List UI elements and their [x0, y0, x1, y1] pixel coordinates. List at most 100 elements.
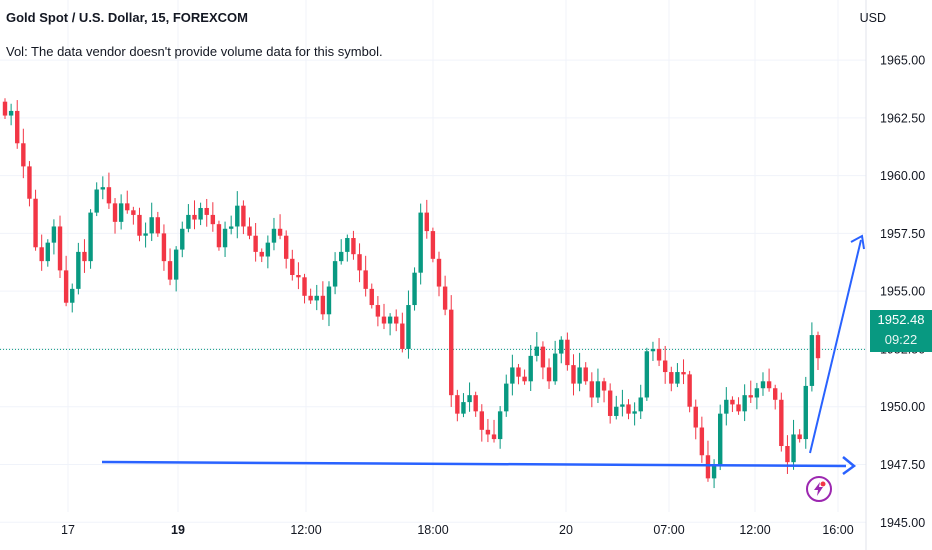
candle: [510, 354, 515, 396]
candle: [773, 384, 778, 410]
candle-body: [638, 397, 643, 412]
candle-body: [705, 455, 711, 479]
candle-body: [137, 214, 142, 236]
candle: [326, 281, 332, 327]
bar-countdown: 09:22: [884, 332, 918, 347]
candle: [241, 200, 246, 235]
candle-body: [308, 295, 313, 301]
projection-line[interactable]: [809, 239, 862, 454]
candle: [308, 288, 313, 304]
candle: [497, 406, 503, 449]
candle: [228, 215, 234, 235]
time-tick-label: 20: [559, 523, 573, 537]
candle: [180, 221, 185, 258]
candle-body: [198, 207, 203, 220]
candle: [583, 362, 588, 385]
candle: [711, 459, 717, 489]
candle: [424, 199, 429, 239]
candle-body: [88, 212, 93, 262]
candle-body: [754, 388, 760, 398]
candle: [748, 380, 753, 404]
price-axis[interactable]: 1965.00 1962.50 1960.00 1957.50 1955.00 1952.…: [880, 54, 925, 530]
candle: [15, 100, 20, 149]
candle: [57, 215, 63, 279]
candle-body: [809, 335, 815, 386]
candle: [705, 440, 711, 482]
candle-body: [39, 247, 44, 262]
candle: [400, 312, 405, 353]
candle: [632, 402, 637, 426]
candle-body: [345, 238, 350, 252]
support-line[interactable]: [101, 460, 847, 468]
candle: [33, 189, 38, 251]
candle: [601, 377, 607, 403]
candle: [21, 128, 26, 179]
support-line-arrowhead: [842, 456, 857, 476]
candle: [357, 243, 362, 283]
candle: [491, 419, 497, 443]
candle-body: [296, 275, 301, 278]
candle: [198, 202, 203, 226]
candle: [375, 296, 381, 327]
alert-badge[interactable]: [806, 476, 832, 502]
candle: [546, 358, 552, 389]
time-tick-label: 17: [61, 523, 75, 537]
candle-body: [143, 233, 148, 236]
candle-body: [595, 381, 601, 398]
candle-body: [76, 251, 81, 289]
currency-label[interactable]: USD: [859, 11, 886, 25]
candle-body: [180, 228, 185, 250]
candle-body: [601, 381, 607, 391]
candle-body: [449, 309, 454, 396]
candle-body: [112, 203, 118, 222]
price-tick-label: 1950.00: [880, 400, 925, 414]
candle: [717, 404, 723, 471]
candle-body: [161, 233, 167, 262]
candle: [222, 221, 228, 257]
candle: [173, 246, 179, 292]
price-tick-label: 1957.50: [880, 227, 925, 241]
candle: [387, 313, 393, 336]
candle-body: [766, 381, 772, 389]
candle: [167, 248, 173, 286]
candle-body: [656, 348, 662, 361]
candle-body: [552, 353, 558, 382]
candle: [620, 389, 625, 417]
candle: [369, 283, 374, 309]
candle: [8, 103, 14, 126]
candle: [345, 234, 350, 262]
price-tick-label: 1945.00: [880, 516, 925, 530]
candle-body: [644, 351, 650, 398]
time-tick-label: 19: [171, 523, 185, 537]
lightning-icon: [814, 481, 826, 496]
candle-body: [540, 346, 546, 368]
candle: [296, 262, 301, 290]
candle-body: [424, 212, 429, 232]
candle-body: [614, 406, 619, 416]
candle: [430, 227, 436, 263]
candle: [82, 239, 87, 273]
candle: [406, 290, 411, 359]
candle: [418, 203, 423, 285]
candle-body: [265, 242, 271, 257]
candle-body: [675, 372, 680, 384]
candle: [247, 217, 252, 240]
candle-body: [711, 464, 717, 479]
candle: [779, 392, 784, 452]
candle: [742, 384, 747, 422]
candle: [589, 372, 595, 408]
candle: [614, 395, 619, 420]
candle: [479, 404, 484, 442]
candle: [467, 382, 472, 412]
time-axis[interactable]: 17 19 12:00 18:00 20 07:00 12:00 16:00: [61, 523, 854, 537]
candle: [540, 341, 546, 380]
candle-body: [699, 427, 705, 456]
candle-body: [797, 434, 802, 440]
drawing-annotations[interactable]: [101, 234, 865, 476]
symbol-title[interactable]: Gold Spot / U.S. Dollar, 15, FOREXCOM: [6, 10, 248, 25]
candle: [522, 369, 527, 385]
candle-body: [339, 251, 344, 262]
candle: [662, 345, 668, 384]
candle: [516, 363, 521, 385]
